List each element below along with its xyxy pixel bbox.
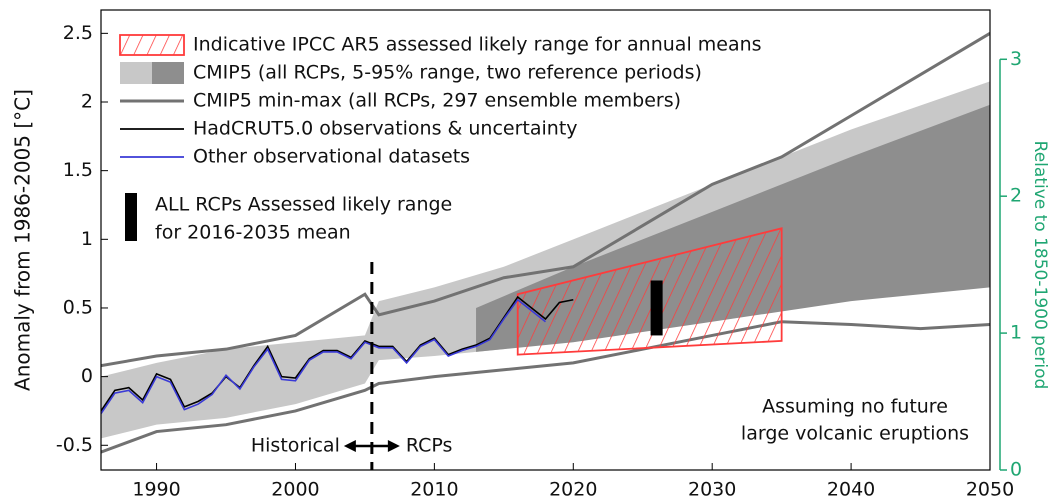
y-tick-label: 2 <box>81 91 93 113</box>
cmip5-lower <box>101 320 990 454</box>
x-tick-label: 2030 <box>688 479 736 501</box>
y2-tick-label: 1 <box>1010 322 1022 344</box>
y2-tick-label: 0 <box>1010 459 1022 481</box>
x-tick-label: 2020 <box>549 479 597 501</box>
assessed-bar <box>650 280 663 336</box>
note: large volcanic eruptions <box>741 423 969 445</box>
arrow-head <box>343 440 400 452</box>
y2-tick-label: 3 <box>1010 48 1022 70</box>
legend-label: CMIP5 (all RCPs, 5-95% range, two refere… <box>193 62 702 84</box>
x-tick-label: 2010 <box>410 479 458 501</box>
x-tick-label: 1990 <box>132 479 180 501</box>
y-tick-label: 1.5 <box>63 159 93 181</box>
y-tick-label: 2.5 <box>63 22 93 44</box>
y2-axis-label: Relative to 1850-1900 period <box>1030 141 1050 390</box>
assessed-label: for 2016-2035 mean <box>155 222 351 244</box>
legend-swatch <box>119 34 185 56</box>
obs-line <box>101 298 546 415</box>
legend-label: CMIP5 min-max (all RCPs, 297 ensemble me… <box>193 90 681 112</box>
period-label: RCPs <box>406 435 453 457</box>
assessed-legend-swatch <box>125 193 137 241</box>
plot-area <box>101 32 990 454</box>
y-tick-label: 0.5 <box>63 296 93 318</box>
note: Assuming no future <box>762 396 948 418</box>
x-tick-label: 2040 <box>827 479 875 501</box>
y-axis-label: Anomaly from 1986-2005 [°C] <box>11 89 35 391</box>
overlay: 1990 2000 2010 2020 2030 2040 2050 -0.5 0 0.5 1 1.5… <box>56 22 1022 501</box>
y-tick-label: -0.5 <box>56 434 93 456</box>
cmip5-upper <box>101 32 990 368</box>
legend-swatch <box>120 62 152 84</box>
legend-label: Indicative IPCC AR5 assessed likely rang… <box>193 34 762 56</box>
x-tick-label: 2050 <box>966 479 1014 501</box>
y2-tick-label: 2 <box>1010 185 1022 207</box>
cmip5-band <box>101 81 990 439</box>
ipcc-range <box>516 227 783 356</box>
y-tick-label: 0 <box>81 365 93 387</box>
plot-frame <box>100 9 991 471</box>
legend-label: HadCRUT5.0 observations & uncertainty <box>193 118 578 140</box>
assessed-label: ALL RCPs Assessed likely range <box>155 194 452 216</box>
legend-swatch <box>152 62 184 84</box>
x-tick-label: 2000 <box>271 479 319 501</box>
period-label: Historical <box>251 435 340 457</box>
legend-label: Other observational datasets <box>193 146 470 168</box>
y-tick-label: 1 <box>81 228 93 250</box>
